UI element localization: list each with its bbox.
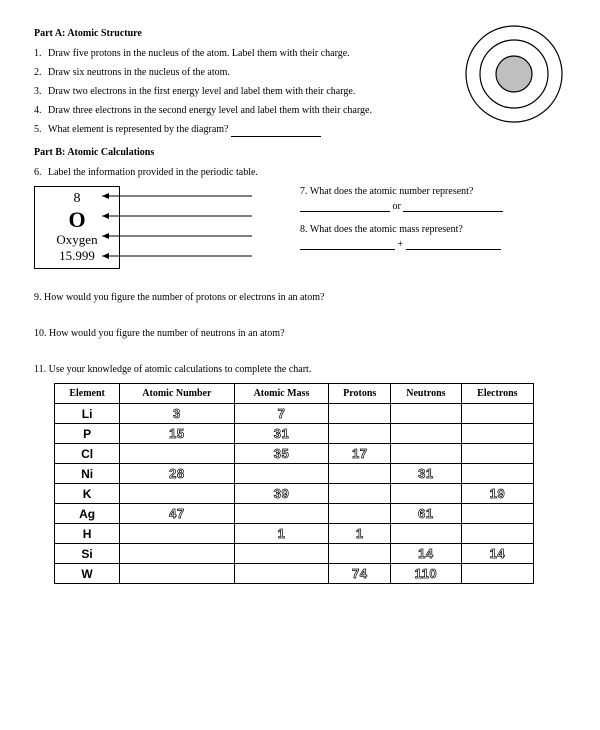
cell-value[interactable]	[461, 424, 533, 444]
part-b-title: Part B: Atomic Calculations	[34, 147, 566, 158]
cell-value[interactable]: 110	[391, 564, 462, 584]
cell-value[interactable]	[234, 464, 329, 484]
cell-value[interactable]	[461, 404, 533, 424]
q3: 3.Draw two electrons in the first energy…	[34, 85, 566, 99]
q8: 8. What does the atomic mass represent?	[300, 224, 566, 235]
cell-value[interactable]: 15	[120, 424, 234, 444]
label-arrows	[132, 186, 282, 266]
table-row: Ni28 31	[55, 464, 534, 484]
cell-value[interactable]: 17	[329, 444, 391, 464]
q1: 1.Draw five protons in the nucleus of th…	[34, 47, 566, 61]
cell-element: Si	[55, 544, 120, 564]
cell-value[interactable]	[120, 564, 234, 584]
cell-value[interactable]: 61	[391, 504, 462, 524]
cell-value[interactable]: 1	[329, 524, 391, 544]
cell-element: H	[55, 524, 120, 544]
chart-header-row: Element Atomic Number Atomic Mass Proton…	[55, 384, 534, 404]
cell-value[interactable]	[329, 504, 391, 524]
cell-value[interactable]	[120, 544, 234, 564]
cell-value[interactable]: 35	[234, 444, 329, 464]
cell-value[interactable]: 1	[234, 524, 329, 544]
part-a-title: Part A: Atomic Structure	[34, 28, 566, 39]
q11: 11. Use your knowledge of atomic calcula…	[34, 363, 566, 377]
table-row: K 39 19	[55, 484, 534, 504]
cell-value[interactable]	[120, 444, 234, 464]
cell-value[interactable]	[461, 444, 533, 464]
right-questions: 7. What does the atomic number represent…	[294, 186, 566, 250]
col-atomic-mass: Atomic Mass	[234, 384, 329, 404]
cell-value[interactable]	[391, 524, 462, 544]
cell-value[interactable]	[120, 484, 234, 504]
cell-element: Li	[55, 404, 120, 424]
cell-value[interactable]	[329, 404, 391, 424]
q6: 6.Label the information provided in the …	[34, 166, 566, 180]
cell-value[interactable]	[329, 484, 391, 504]
cell-value[interactable]	[391, 484, 462, 504]
col-protons: Protons	[329, 384, 391, 404]
cell-value[interactable]: 39	[234, 484, 329, 504]
q7-blank-2[interactable]	[403, 202, 503, 212]
cell-value[interactable]	[234, 504, 329, 524]
cell-element: K	[55, 484, 120, 504]
cell-value[interactable]	[329, 464, 391, 484]
q5: 5.What element is represented by the dia…	[34, 123, 566, 137]
col-neutrons: Neutrons	[391, 384, 462, 404]
cell-value[interactable]	[461, 524, 533, 544]
table-row: Si 1414	[55, 544, 534, 564]
cell-value[interactable]	[461, 464, 533, 484]
q2: 2.Draw six neutrons in the nucleus of th…	[34, 66, 566, 80]
q4: 4.Draw three electrons in the second ene…	[34, 104, 566, 118]
cell-value[interactable]: 3	[120, 404, 234, 424]
table-row: W 74110	[55, 564, 534, 584]
cell-value[interactable]: 31	[391, 464, 462, 484]
q7-blank-1[interactable]	[300, 202, 390, 212]
cell-element: W	[55, 564, 120, 584]
table-row: Cl 3517	[55, 444, 534, 464]
cell-value[interactable]: 19	[461, 484, 533, 504]
cell-value[interactable]	[329, 544, 391, 564]
q10: 10. How would you figure the number of n…	[34, 327, 566, 341]
q9: 9. How would you figure the number of pr…	[34, 291, 566, 305]
col-element: Element	[55, 384, 120, 404]
cell-value[interactable]: 47	[120, 504, 234, 524]
cell-value[interactable]: 7	[234, 404, 329, 424]
col-atomic-number: Atomic Number	[120, 384, 234, 404]
q7-blanks: or	[300, 201, 566, 212]
cell-value[interactable]: 74	[329, 564, 391, 584]
table-row: H 11	[55, 524, 534, 544]
part-b-layout: 8 O Oxygen 15.999 7. What does the atomi…	[34, 186, 566, 269]
cell-value[interactable]: 28	[120, 464, 234, 484]
cell-value[interactable]	[461, 564, 533, 584]
table-row: P1531	[55, 424, 534, 444]
cell-element: P	[55, 424, 120, 444]
q8-blank-1[interactable]	[300, 240, 395, 250]
atomic-chart: Element Atomic Number Atomic Mass Proton…	[54, 383, 534, 584]
q8-blanks: +	[300, 239, 566, 250]
q8-blank-2[interactable]	[406, 240, 501, 250]
cell-element: Ni	[55, 464, 120, 484]
q5-blank[interactable]	[231, 127, 321, 137]
cell-value[interactable]	[234, 544, 329, 564]
cell-value[interactable]: 14	[461, 544, 533, 564]
q7: 7. What does the atomic number represent…	[300, 186, 566, 197]
cell-value[interactable]	[391, 404, 462, 424]
cell-value[interactable]	[461, 504, 533, 524]
cell-value[interactable]	[329, 424, 391, 444]
col-electrons: Electrons	[461, 384, 533, 404]
table-row: Li37	[55, 404, 534, 424]
part-a: Part A: Atomic Structure 1.Draw five pro…	[34, 28, 566, 137]
cell-value[interactable]: 31	[234, 424, 329, 444]
cell-value[interactable]	[120, 524, 234, 544]
cell-value[interactable]	[391, 424, 462, 444]
cell-value[interactable]	[391, 444, 462, 464]
cell-value[interactable]: 14	[391, 544, 462, 564]
cell-element: Cl	[55, 444, 120, 464]
cell-element: Ag	[55, 504, 120, 524]
cell-value[interactable]	[234, 564, 329, 584]
table-row: Ag47 61	[55, 504, 534, 524]
